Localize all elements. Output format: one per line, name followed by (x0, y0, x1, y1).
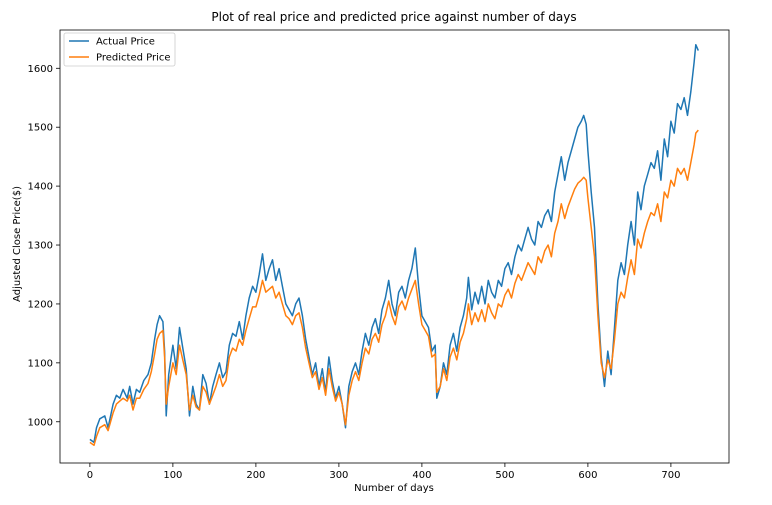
y-axis-label: Adjusted Close Price($) (12, 186, 23, 302)
x-tick-label-100: 100 (163, 470, 182, 481)
y-tick-label-1400: 1400 (28, 182, 53, 193)
legend-label-0: Actual Price (96, 37, 155, 48)
plot-area: 0 100 200 300 400 500 600 700 1000 1100 1200 1300 14… (28, 29, 730, 481)
y-tick-label-1000: 1000 (28, 417, 53, 428)
y-tick-label-1500: 1500 (28, 123, 53, 134)
x-tick-label-0: 0 (87, 470, 93, 481)
y-tick-label-1600: 1600 (28, 64, 53, 75)
x-axis-label: Number of days (354, 483, 434, 494)
legend-label-1: Predicted Price (96, 53, 171, 64)
legend-box (63, 32, 176, 67)
x-tick-label-500: 500 (495, 470, 514, 481)
y-tick-label-1200: 1200 (28, 299, 53, 310)
x-tick-label-400: 400 (412, 470, 431, 481)
series-line-0 (89, 43, 699, 444)
legend: Actual Price Predicted Price (63, 32, 176, 67)
y-tick-label-1100: 1100 (28, 358, 53, 369)
series-line-1 (89, 129, 699, 447)
x-tick-label-600: 600 (578, 470, 597, 481)
chart-title: Plot of real price and predicted price a… (211, 10, 576, 24)
x-tick-label-700: 700 (661, 470, 680, 481)
y-tick-label-1300: 1300 (28, 241, 53, 252)
x-tick-label-200: 200 (246, 470, 265, 481)
plot-frame (59, 29, 730, 464)
x-tick-label-300: 300 (329, 470, 348, 481)
